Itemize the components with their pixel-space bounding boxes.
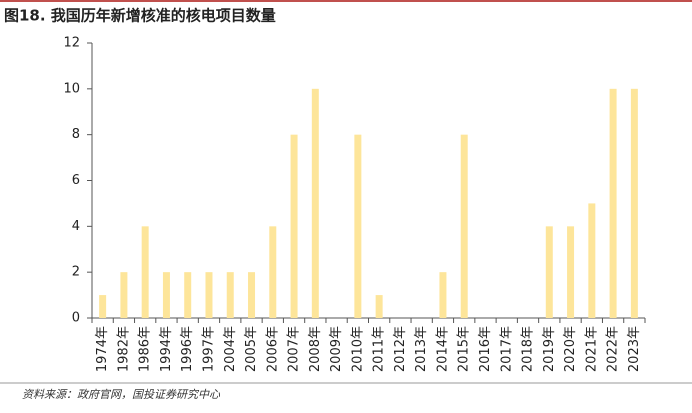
x-tick-label: 1974年 (95, 326, 110, 372)
x-tick-label: 2006年 (265, 326, 280, 372)
bar (375, 295, 383, 318)
bar (120, 272, 128, 318)
y-tick-label: 2 (72, 265, 80, 280)
bar (567, 226, 575, 318)
bar (439, 272, 447, 318)
bar (248, 272, 256, 318)
bar (588, 203, 596, 318)
bar (290, 134, 298, 318)
x-tick-label: 2019年 (542, 326, 557, 372)
x-tick-label: 2020年 (563, 326, 578, 372)
bar (141, 226, 149, 318)
bar (609, 88, 617, 318)
x-tick-label: 2010年 (350, 326, 365, 372)
y-tick-label: 4 (72, 219, 80, 234)
x-tick-label: 2015年 (457, 326, 472, 372)
x-tick-label: 2008年 (308, 326, 323, 372)
x-tick-label: 2022年 (606, 326, 621, 372)
source: 资料来源：政府官网，国投证券研究中心 (22, 388, 221, 401)
x-tick-label: 1994年 (159, 326, 174, 372)
x-tick-label: 2005年 (244, 326, 259, 372)
x-tick-label: 2004年 (223, 326, 238, 372)
bar (354, 134, 362, 318)
y-tick-label: 10 (63, 81, 80, 96)
bar (311, 88, 319, 318)
bar (226, 272, 234, 318)
x-tick-label: 2021年 (584, 326, 599, 372)
bar (162, 272, 170, 318)
x-tick-label: 1982年 (116, 326, 131, 372)
bar (630, 88, 638, 318)
x-tick-label: 2023年 (627, 326, 642, 372)
bar (545, 226, 553, 318)
x-tick-label: 2012年 (393, 326, 408, 372)
chart-title: 图18. 我国历年新增核准的核电项目数量 (4, 7, 276, 25)
y-tick-label: 6 (72, 173, 80, 188)
x-tick-label: 1996年 (180, 326, 195, 372)
y-tick-label: 12 (63, 36, 80, 51)
bar (184, 272, 192, 318)
x-tick-label: 2016年 (478, 326, 493, 372)
x-tick-label: 1997年 (201, 326, 216, 372)
y-tick-label: 0 (72, 311, 80, 326)
x-tick-label: 2017年 (499, 326, 514, 372)
x-tick-label: 2009年 (329, 326, 344, 372)
x-tick-label: 2011年 (372, 326, 387, 372)
x-tick-label: 2014年 (435, 326, 450, 372)
bar (99, 295, 107, 318)
y-tick-label: 8 (72, 127, 80, 142)
x-tick-label: 2007年 (287, 326, 302, 372)
x-tick-label: 1986年 (138, 326, 153, 372)
x-tick-label: 2013年 (414, 326, 429, 372)
x-tick-label: 2018年 (521, 326, 536, 372)
bar (460, 134, 468, 318)
bar (205, 272, 213, 318)
bar (269, 226, 277, 318)
